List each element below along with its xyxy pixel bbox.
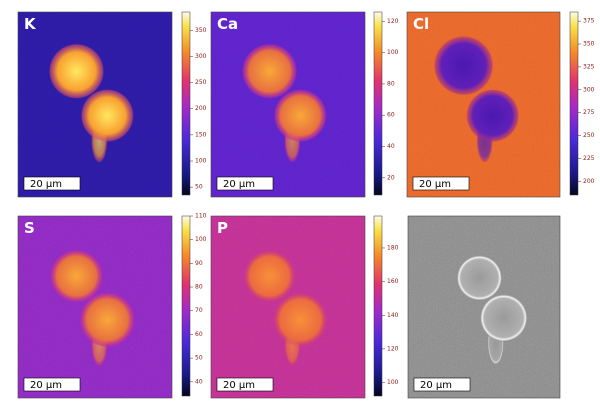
cell	[79, 292, 135, 348]
cell	[80, 89, 134, 142]
panel: Cl 20 µm 200 225 250 275 300 325 350 375	[406, 11, 595, 198]
colorbar-tick-label: 100	[387, 379, 399, 386]
cell	[456, 254, 503, 301]
scale-bar-box	[216, 377, 274, 392]
panel: K 20 µm 50 100 150 200 250 300 350	[17, 11, 207, 198]
scale-bar-label: 20 µm	[419, 179, 451, 190]
colorbar-tick-label: 150	[195, 131, 207, 138]
colorbar-tick-label: 100	[195, 236, 207, 243]
panel-label: S	[24, 219, 35, 237]
colorbar-tick-label: 70	[195, 307, 203, 314]
panel-label: Ca	[217, 15, 238, 33]
colorbar-tick-label: 120	[387, 345, 399, 352]
colorbar-tick-label: 200	[195, 105, 207, 112]
panel: S 20 µm 40 50 60 70 80 90 100 110	[17, 213, 207, 399]
colorbar-tick-label: 40	[195, 378, 203, 385]
cell	[433, 35, 494, 96]
colorbar-tick-label: 160	[387, 278, 399, 285]
colorbar	[373, 11, 383, 196]
colorbar-tick-label: 60	[387, 112, 395, 119]
panel-label: Cl	[413, 15, 429, 33]
colorbar-tick-label: 40	[387, 143, 395, 150]
colorbar	[373, 215, 383, 397]
colorbar-tick-label: 225	[583, 155, 595, 162]
scale-bar-label: 20 µm	[30, 380, 62, 391]
scale-bar-box	[216, 176, 274, 191]
cell	[242, 43, 298, 99]
colorbar-tick-label: 275	[583, 109, 595, 116]
image-frame	[406, 11, 561, 198]
colorbar	[181, 11, 191, 196]
colorbar-tick-label: 20	[387, 174, 395, 181]
scale-bar-box	[412, 176, 470, 191]
image-frame	[407, 215, 561, 399]
colorbar-tick-label: 250	[195, 79, 207, 86]
colorbar-tick-label: 325	[583, 63, 595, 70]
cell	[243, 249, 296, 303]
colorbar-tick-label: 50	[195, 355, 203, 362]
scale-bar-label: 20 µm	[223, 179, 255, 190]
cell	[49, 43, 105, 99]
image-frame	[17, 215, 173, 399]
colorbar-tick-label: 300	[583, 86, 595, 93]
colorbar-tick-label: 50	[195, 184, 203, 191]
colorbar-tick-label: 350	[195, 27, 207, 34]
image-frame	[210, 11, 366, 198]
panel-label: K	[24, 15, 37, 33]
colorbar-tick-label: 180	[387, 244, 399, 251]
panel: Ca 20 µm 20 40 60 80 100 120	[210, 11, 399, 198]
scale-bar-box	[23, 176, 81, 191]
cell	[50, 249, 103, 303]
colorbar-tick-label: 200	[583, 178, 595, 185]
scale-bar-label: 20 µm	[420, 380, 452, 391]
image-frame	[17, 11, 173, 198]
cell	[466, 89, 520, 142]
colorbar-tick-label: 375	[583, 18, 595, 25]
colorbar	[181, 215, 191, 397]
scale-bar-label: 20 µm	[223, 380, 255, 391]
colorbar-tick-label: 110	[195, 213, 207, 220]
colorbar-tick-label: 350	[583, 41, 595, 48]
scale-bar-box	[413, 377, 471, 392]
scale-bar-label: 20 µm	[30, 179, 62, 190]
cell	[479, 293, 528, 343]
scale-bar-box	[23, 377, 81, 392]
colorbar-tick-label: 100	[195, 158, 207, 165]
colorbar-tick-label: 90	[195, 260, 203, 267]
cell	[273, 89, 327, 142]
colorbar-tick-label: 60	[195, 331, 203, 338]
colorbar-tick-label: 120	[387, 18, 399, 25]
colorbar-tick-label: 80	[195, 284, 203, 291]
panel-label: P	[217, 219, 228, 237]
image-frame	[210, 215, 366, 399]
panel: 20 µm	[407, 215, 561, 399]
colorbar-tick-label: 300	[195, 53, 207, 60]
panel: P 20 µm 100 120 140 160 180	[210, 215, 399, 399]
colorbar	[569, 11, 579, 196]
colorbar-tick-label: 250	[583, 132, 595, 139]
cell	[272, 292, 328, 348]
colorbar-tick-label: 140	[387, 312, 399, 319]
colorbar-tick-label: 100	[387, 49, 399, 56]
colorbar-tick-label: 80	[387, 80, 395, 87]
